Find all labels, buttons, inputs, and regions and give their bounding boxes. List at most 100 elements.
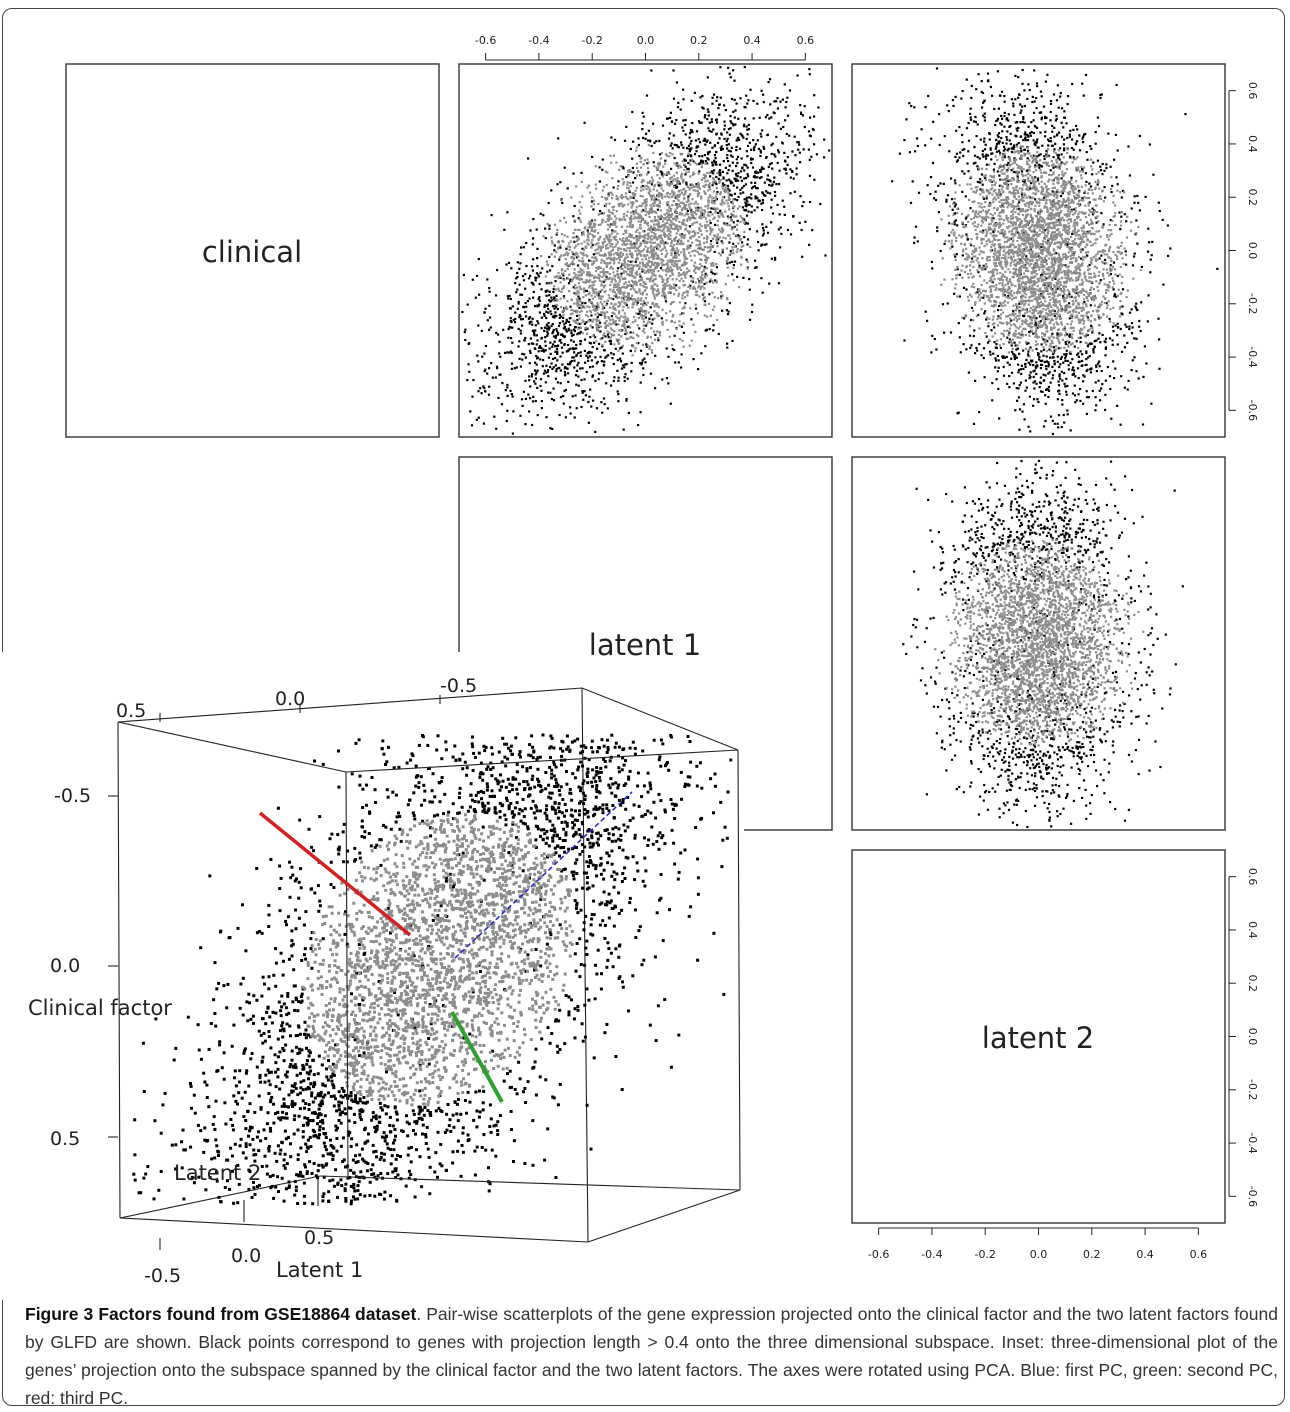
scatter-point xyxy=(686,218,689,221)
scatter-point xyxy=(658,331,661,334)
scatter-point xyxy=(699,214,702,217)
scatter-point xyxy=(601,307,604,310)
scatter-point xyxy=(675,243,678,246)
scatter-point xyxy=(997,107,1000,110)
scatter-point xyxy=(692,269,696,273)
scatter-point xyxy=(1023,287,1026,290)
scatter-point xyxy=(726,172,729,175)
scatter-point xyxy=(1047,361,1050,364)
scatter-point xyxy=(565,320,568,323)
scatter-point xyxy=(580,260,583,263)
scatter-point xyxy=(742,125,745,128)
scatter-point xyxy=(635,303,639,306)
scatter-point xyxy=(742,184,746,188)
scatter-point xyxy=(933,337,936,341)
scatter-point xyxy=(572,333,575,336)
scatter-point xyxy=(723,184,726,187)
scatter-point xyxy=(678,193,682,196)
scatter-point xyxy=(704,209,707,212)
scatter-point xyxy=(677,194,680,197)
scatter-point xyxy=(770,144,773,147)
scatter-point xyxy=(1037,353,1040,356)
scatter-point xyxy=(628,225,632,228)
scatter-point xyxy=(564,269,567,273)
scatter-point xyxy=(972,422,976,425)
scatter-point xyxy=(710,120,713,123)
scatter-point xyxy=(727,274,730,277)
scatter-point xyxy=(775,100,778,103)
scatter-point xyxy=(586,271,589,274)
scatter-point xyxy=(532,258,535,261)
scatter-point xyxy=(697,206,700,209)
scatter-point xyxy=(722,160,725,163)
scatter-point xyxy=(726,202,729,205)
scatter-point xyxy=(553,307,556,310)
scatter-point xyxy=(655,198,658,201)
scatter-point xyxy=(672,179,675,182)
scatter-point xyxy=(586,280,589,283)
scatter-point xyxy=(696,294,699,297)
scatter-point xyxy=(700,121,703,124)
scatter-point xyxy=(1053,314,1056,318)
scatter-point xyxy=(623,243,626,246)
scatter-point xyxy=(650,176,653,179)
scatter-point xyxy=(625,363,628,366)
scatter-point xyxy=(1157,317,1160,320)
scatter-point xyxy=(990,180,993,183)
scatter-point xyxy=(597,303,600,307)
scatter-point xyxy=(633,298,636,301)
scatter-point xyxy=(964,195,967,198)
scatter-point xyxy=(554,334,558,337)
scatter-point xyxy=(688,203,691,206)
scatter-point xyxy=(617,379,620,382)
scatter-point xyxy=(680,273,683,276)
scatter-point xyxy=(583,264,587,268)
scatter-point xyxy=(504,351,507,354)
scatter-point xyxy=(754,143,757,146)
scatter-point xyxy=(1026,97,1029,100)
scatter-point xyxy=(724,223,727,226)
scatter-point xyxy=(689,284,692,287)
scatter-point xyxy=(650,230,653,233)
scatter-point xyxy=(633,288,636,291)
scatter-point xyxy=(721,198,724,202)
scatter-point xyxy=(1044,80,1047,83)
scatter-point xyxy=(745,125,748,128)
scatter-point xyxy=(590,205,593,208)
scatter-point xyxy=(762,93,765,96)
scatter-point xyxy=(766,231,770,234)
scatter-point xyxy=(680,366,683,369)
scatter-point xyxy=(728,241,731,244)
scatter-point xyxy=(663,295,666,298)
scatter-point xyxy=(579,212,582,215)
scatter-point xyxy=(726,346,729,349)
scatter-point xyxy=(952,104,955,107)
scatter-point xyxy=(1076,367,1080,370)
scatter-point xyxy=(649,372,652,375)
scatter-point xyxy=(709,248,712,251)
scatter-point xyxy=(626,243,629,246)
scatter-point xyxy=(702,292,705,295)
scatter-point xyxy=(565,330,568,333)
scatter-point xyxy=(552,290,555,294)
scatter-point xyxy=(563,371,567,374)
scatter-point xyxy=(749,88,752,91)
scatter-point xyxy=(762,232,765,235)
scatter-point xyxy=(706,76,709,79)
scatter-point xyxy=(632,303,635,306)
scatter-point xyxy=(540,346,543,349)
scatter-point xyxy=(579,287,582,291)
scatter-point xyxy=(743,221,746,224)
scatter-point xyxy=(667,191,670,195)
scatter-point xyxy=(660,237,663,240)
scatter-point xyxy=(804,220,807,223)
scatter-point xyxy=(1042,105,1046,108)
scatter-point xyxy=(649,139,652,142)
scatter-point xyxy=(680,191,683,195)
scatter-point xyxy=(604,316,607,320)
scatter-point xyxy=(535,343,538,346)
scatter-point xyxy=(986,80,990,83)
scatter-point xyxy=(736,207,739,210)
scatter-point xyxy=(778,213,781,216)
scatter-point xyxy=(567,282,571,285)
